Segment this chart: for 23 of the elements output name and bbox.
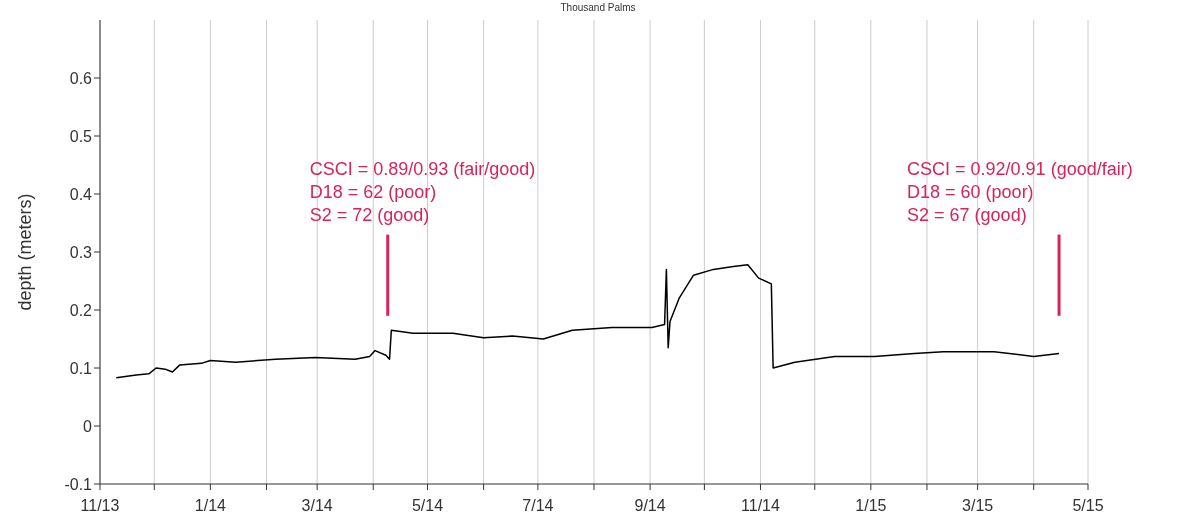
x-tick-label: 9/14	[634, 497, 666, 515]
y-tick-label: 0.4	[69, 185, 93, 203]
annotation: CSCI = 0.92/0.91 (good/fair) D18 = 60 (poor) S2 = 67 (good)	[907, 158, 1133, 225]
x-tick-label: 7/14	[522, 497, 554, 515]
line-series	[115, 264, 1060, 379]
y-tick-label: 0	[83, 417, 93, 435]
x-tick-label: 5/14	[411, 497, 444, 515]
y-tick-label: -0.1	[64, 475, 93, 493]
x-tick-label: 5/15	[1072, 497, 1104, 515]
y-tick-label: 0.3	[69, 243, 93, 261]
annotation: CSCI = 0.89/0.93 (fair/good) D18 = 62 (poor) S2 = 72 (good)	[309, 158, 536, 225]
chart-title: Thousand Palms	[559, 2, 637, 13]
y-tick-label: 0.6	[69, 69, 93, 87]
x-tick-label: 1/14	[194, 497, 227, 515]
x-tick-label: 3/14	[301, 497, 333, 515]
y-tick-label: 0.1	[69, 359, 93, 377]
x-tick-label: 11/14	[741, 497, 780, 515]
y-tick-label: 0.5	[69, 127, 93, 145]
x-tick-label: 1/15	[855, 497, 887, 515]
x-tick-label: 11/13	[80, 497, 120, 515]
x-tick-label: 3/15	[962, 497, 994, 515]
y-axis-title: depth (meters)	[15, 193, 36, 311]
y-tick-label: 0.2	[69, 301, 93, 319]
